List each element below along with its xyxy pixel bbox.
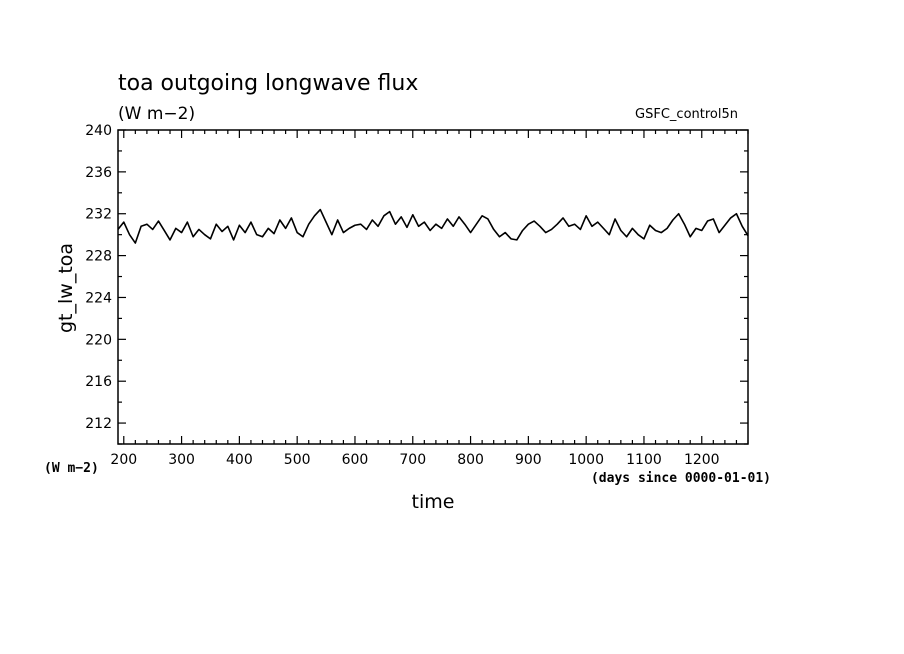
y-tick-label: 228 bbox=[85, 249, 112, 265]
y-tick-label: 232 bbox=[85, 207, 112, 223]
y-tick-label: 240 bbox=[85, 123, 112, 139]
x-tick-label: 1100 bbox=[626, 452, 662, 468]
chart-title: toa outgoing longwave flux bbox=[118, 71, 418, 96]
x-tick-label: 700 bbox=[399, 452, 426, 468]
y-axis-units: (W m−2) bbox=[44, 461, 99, 476]
x-tick-label: 1200 bbox=[684, 452, 720, 468]
x-tick-label: 400 bbox=[226, 452, 253, 468]
run-label: GSFC_control5n bbox=[635, 107, 738, 122]
plot-frame bbox=[117, 129, 749, 445]
y-tick-label: 224 bbox=[85, 290, 112, 306]
x-tick-label: 1000 bbox=[568, 452, 604, 468]
x-axis-label: time bbox=[412, 491, 455, 513]
x-tick-label: 300 bbox=[168, 452, 195, 468]
x-axis-units: (days since 0000-01-01) bbox=[591, 471, 771, 486]
y-tick-label: 236 bbox=[85, 165, 112, 181]
y-axis-ticks: 212 216 220 224 228 232 236 240 bbox=[85, 123, 748, 445]
series-line bbox=[117, 208, 749, 244]
y-tick-label: 216 bbox=[85, 374, 112, 390]
chart-subtitle: (W m−2) bbox=[118, 104, 195, 124]
y-tick-label: 220 bbox=[85, 332, 112, 348]
y-axis-label: gt_lw_toa bbox=[55, 243, 77, 333]
x-tick-label: 900 bbox=[515, 452, 542, 468]
x-tick-label: 800 bbox=[457, 452, 484, 468]
x-tick-label: 200 bbox=[110, 452, 137, 468]
x-tick-label: 500 bbox=[284, 452, 311, 468]
y-tick-label: 212 bbox=[85, 416, 112, 432]
x-tick-label: 600 bbox=[342, 452, 369, 468]
x-axis-ticks: 200 300 400 500 600 700 800 900 1000 1100 1200 bbox=[110, 130, 749, 468]
